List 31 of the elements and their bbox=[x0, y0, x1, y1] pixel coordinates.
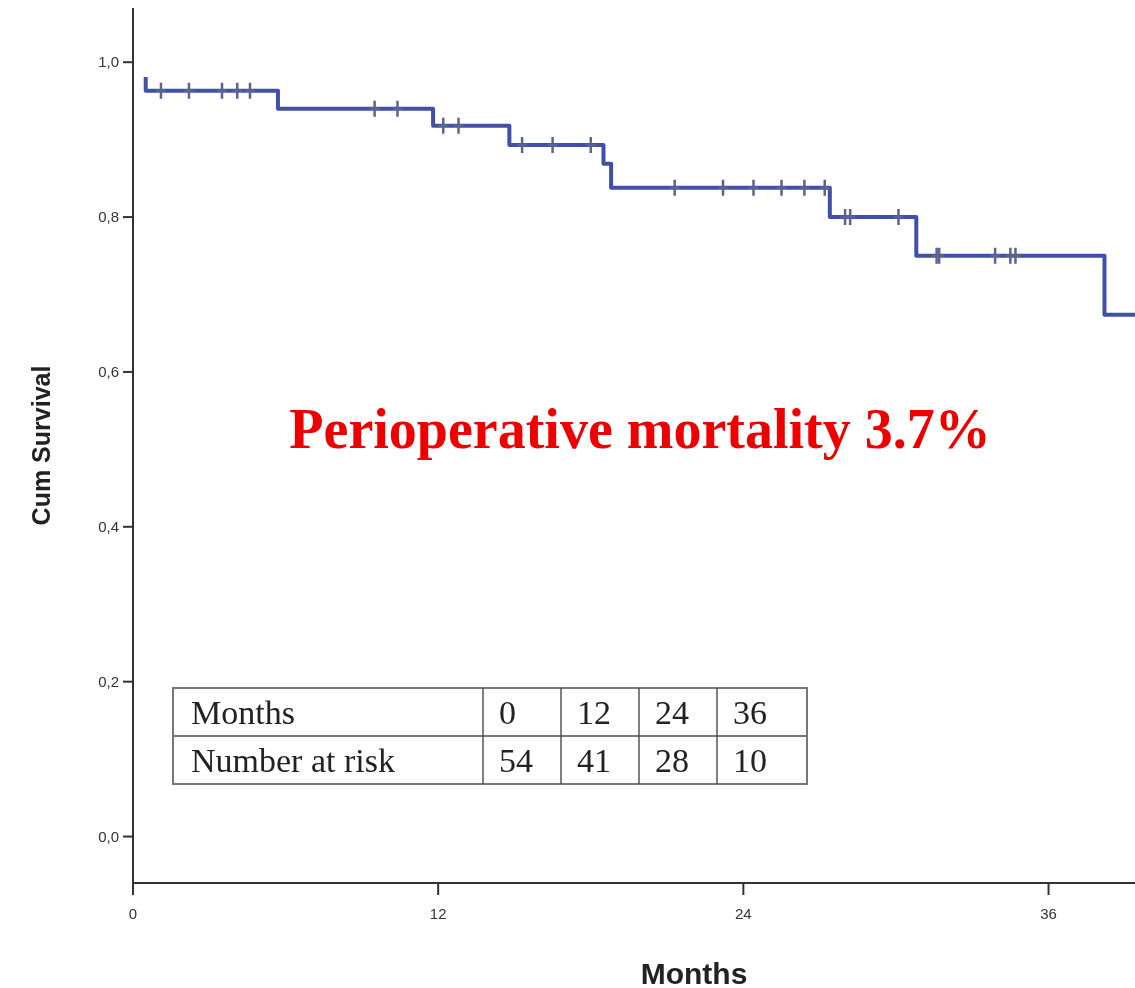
y-tick-label: 0,6 bbox=[98, 363, 119, 381]
y-tick-label: 1,0 bbox=[98, 53, 119, 71]
point bbox=[515, 135, 529, 155]
point bbox=[988, 246, 1002, 266]
point bbox=[716, 178, 730, 197]
y-tick-label: 0,0 bbox=[98, 827, 119, 845]
y-axis-title: Cum Survival bbox=[27, 365, 55, 526]
annotation: Months bbox=[191, 693, 295, 731]
x-tick-label: 24 bbox=[735, 905, 752, 922]
x-tick-label: 36 bbox=[1040, 905, 1057, 922]
point bbox=[584, 135, 598, 155]
x-tick-label: 0 bbox=[128, 905, 138, 922]
point bbox=[154, 81, 168, 101]
annotation: 36 bbox=[733, 693, 767, 731]
annotation: 0 bbox=[499, 693, 516, 731]
y-tick-label: 0,2 bbox=[98, 672, 119, 690]
point bbox=[182, 81, 196, 101]
annotation: 10 bbox=[733, 741, 767, 779]
point bbox=[243, 81, 257, 101]
y-tick-label: 0,4 bbox=[98, 518, 119, 536]
annotation: Number at risk bbox=[191, 741, 395, 779]
annotation: 12 bbox=[577, 693, 611, 731]
x-tick-label: 12 bbox=[429, 905, 447, 922]
annotation: 24 bbox=[655, 693, 689, 731]
annotation: 28 bbox=[655, 741, 689, 779]
annotation: 54 bbox=[499, 741, 533, 779]
annotation: Perioperative mortality 3.7% bbox=[289, 398, 991, 460]
annotation: 41 bbox=[577, 741, 611, 779]
point bbox=[215, 81, 229, 101]
y-tick-label: 0,8 bbox=[98, 208, 119, 226]
x-axis-title: Months bbox=[640, 957, 748, 988]
